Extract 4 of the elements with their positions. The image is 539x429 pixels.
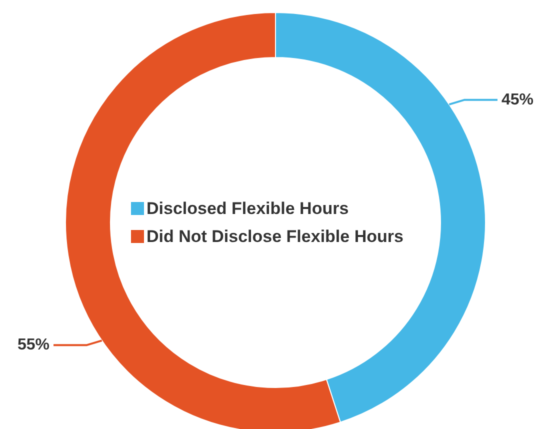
data-label: 55% [17,336,50,354]
legend-label: Disclosed Flexible Hours [146,199,349,218]
data-label: 45% [502,91,534,108]
legend-label: Did Not Disclose Flexible Hours [146,227,404,246]
